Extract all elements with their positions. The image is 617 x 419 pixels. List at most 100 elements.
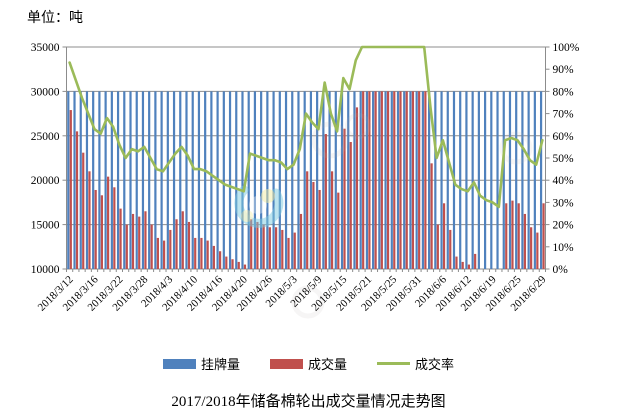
listed-volume-bar [428,91,431,270]
listed-volume-swatch [162,358,196,369]
listed-volume-bar [266,91,269,270]
listed-volume-bar [521,91,524,270]
traded-volume-bar [380,91,383,270]
y-right-tick-label: 100% [553,42,580,54]
traded-volume-bar [455,256,458,269]
listed-volume-bar [334,91,337,270]
traded-volume-bar [312,181,315,269]
traded-volume-bar [386,91,390,270]
traded-volume-bar [405,91,408,270]
traded-volume-bar [125,224,128,269]
traded-volume-bar [243,264,247,269]
traded-volume-bar [530,227,533,269]
chart-legend: 挂牌量 成交量 成交率 [0,354,617,373]
traded-volume-bar [256,221,259,269]
listed-volume-bar [291,91,294,270]
legend-item-listed: 挂牌量 [162,354,240,373]
y-right-tick-label: 90% [553,64,575,76]
listed-volume-bar [98,91,101,270]
traded-volume-bar [94,189,97,269]
traded-volume-bar [194,237,197,269]
traded-volume-bar [262,224,265,269]
traded-volume-bar [467,264,471,269]
traded-volume-bar [119,208,122,269]
traded-volume-bar [436,224,439,269]
y-right-tick-label: 0% [553,264,569,276]
listed-volume-bar [365,91,368,270]
listed-volume-bar [92,91,95,270]
traded-volume-bar [374,91,377,270]
listed-volume-bar [116,91,120,270]
y-right-tick-label: 10% [553,242,575,254]
listed-volume-bar [527,91,530,270]
traded-volume-bar [411,91,415,270]
traded-volume-bar [542,203,545,269]
y-right-tick-label: 30% [553,197,575,209]
traded-volume-bar [268,227,271,269]
y-left-tick-label: 25000 [31,131,60,143]
listed-volume-bar [284,91,288,270]
traded-volume-bar [393,91,396,270]
traded-volume-bar [461,261,464,269]
traded-volume-bar [287,237,290,269]
y-left-tick-label: 10000 [31,264,60,276]
traded-volume-bar [82,152,85,269]
listed-volume-bar [253,91,257,270]
listed-volume-bar [459,91,462,270]
traded-volume-bar [355,107,359,269]
listed-volume-bar [359,91,362,270]
listed-volume-bar [490,91,493,270]
listed-volume-bar [166,91,169,270]
listed-volume-bar [322,91,325,270]
legend-item-rate: 成交率 [377,354,454,373]
traded-volume-bar [100,195,103,269]
traded-volume-bar [430,163,433,269]
listed-volume-bar [278,91,281,270]
traded-volume-bar [318,189,321,269]
traded-volume-bar [337,192,340,269]
traded-volume-bar [306,171,309,269]
traded-volume-bar [181,211,184,269]
listed-volume-bar [353,91,356,270]
traded-volume-swatch [269,358,303,369]
traded-volume-bar [418,91,421,270]
watermark-shape [234,185,284,228]
listed-volume-bar [471,91,474,270]
listed-volume-bar [235,91,238,270]
listed-volume-bar [272,91,275,270]
watermark-shape [291,285,325,319]
listed-volume-bar [135,91,138,270]
listed-volume-bar [384,91,387,270]
traded-volume-bar [138,216,141,269]
traded-volume-bar [219,251,222,269]
y-left-tick-label: 15000 [31,220,60,232]
watermark-shape [345,113,371,139]
legend-label-traded: 成交量 [307,357,347,372]
watermark-shape [499,131,533,165]
watermark-logo [234,185,284,228]
listed-volume-bar [440,91,443,270]
traded-volume-bar [163,240,166,269]
listed-volume-bar [403,91,406,270]
traded-volume-bar [212,245,215,269]
traded-volume-bar [187,221,191,269]
legend-label-listed: 挂牌量 [200,357,240,372]
traded-volume-bar [169,229,172,269]
traded-volume-bar [442,203,446,269]
y-right-tick-label: 80% [553,86,575,98]
combo-chart-plot: 35000 30000 25000 20000 15000 10000 100% 90% 80%… [31,42,580,319]
listed-volume-bar [104,91,107,270]
y-right-tick-label: 60% [553,131,575,143]
listed-volume-bar [303,91,306,270]
y-right-tick-label: 70% [553,109,575,121]
traded-volume-bar [225,256,228,269]
listed-volume-bar [204,91,207,270]
listed-volume-bar [73,91,76,270]
traded-volume-bar [156,237,159,269]
traded-volume-bar [113,187,116,269]
listed-volume-bar [316,91,319,270]
listed-volume-bar [297,91,300,270]
listed-volume-bar [434,91,437,270]
listed-volume-bar [79,91,82,270]
